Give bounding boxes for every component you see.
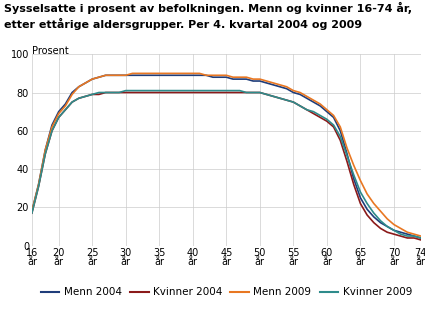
Menn 2004 bbox=[43, 148, 48, 152]
Kvinner 2009 bbox=[70, 100, 75, 104]
Menn 2004 bbox=[317, 104, 323, 108]
Kvinner 2004 bbox=[29, 211, 34, 215]
Kvinner 2004 bbox=[237, 91, 242, 94]
Kvinner 2009 bbox=[317, 114, 323, 117]
Menn 2009 bbox=[90, 77, 95, 81]
Line: Kvinner 2004: Kvinner 2004 bbox=[32, 93, 421, 240]
Kvinner 2004 bbox=[418, 238, 423, 242]
Kvinner 2009 bbox=[90, 93, 95, 96]
Menn 2009 bbox=[317, 102, 323, 106]
Menn 2004 bbox=[237, 77, 242, 81]
Menn 2009 bbox=[136, 71, 142, 75]
Menn 2009 bbox=[70, 93, 75, 96]
Text: etter ettårige aldersgrupper. Per 4. kvartal 2004 og 2009: etter ettårige aldersgrupper. Per 4. kva… bbox=[4, 18, 363, 30]
Legend: Menn 2004, Kvinner 2004, Menn 2009, Kvinner 2009: Menn 2004, Kvinner 2004, Menn 2009, Kvin… bbox=[41, 287, 412, 297]
Kvinner 2009 bbox=[237, 89, 242, 93]
Kvinner 2004 bbox=[103, 91, 108, 94]
Kvinner 2004 bbox=[90, 93, 95, 96]
Kvinner 2009 bbox=[123, 89, 128, 93]
Kvinner 2009 bbox=[43, 152, 48, 156]
Kvinner 2009 bbox=[136, 89, 142, 93]
Kvinner 2009 bbox=[418, 236, 423, 240]
Line: Kvinner 2009: Kvinner 2009 bbox=[32, 91, 421, 238]
Menn 2004 bbox=[136, 73, 142, 77]
Menn 2009 bbox=[130, 71, 135, 75]
Menn 2009 bbox=[237, 75, 242, 79]
Menn 2009 bbox=[43, 148, 48, 152]
Line: Menn 2009: Menn 2009 bbox=[32, 73, 421, 236]
Menn 2004 bbox=[90, 77, 95, 81]
Line: Menn 2004: Menn 2004 bbox=[32, 75, 421, 238]
Text: Prosent: Prosent bbox=[32, 46, 68, 56]
Menn 2004 bbox=[70, 91, 75, 94]
Menn 2009 bbox=[29, 209, 34, 213]
Kvinner 2004 bbox=[136, 91, 142, 94]
Text: Sysselsatte i prosent av befolkningen. Menn og kvinner 16-74 år,: Sysselsatte i prosent av befolkningen. M… bbox=[4, 2, 412, 14]
Kvinner 2009 bbox=[29, 211, 34, 215]
Kvinner 2004 bbox=[43, 152, 48, 156]
Menn 2009 bbox=[418, 234, 423, 238]
Menn 2004 bbox=[29, 209, 34, 213]
Kvinner 2004 bbox=[317, 115, 323, 119]
Menn 2004 bbox=[103, 73, 108, 77]
Kvinner 2004 bbox=[70, 100, 75, 104]
Menn 2004 bbox=[418, 236, 423, 240]
